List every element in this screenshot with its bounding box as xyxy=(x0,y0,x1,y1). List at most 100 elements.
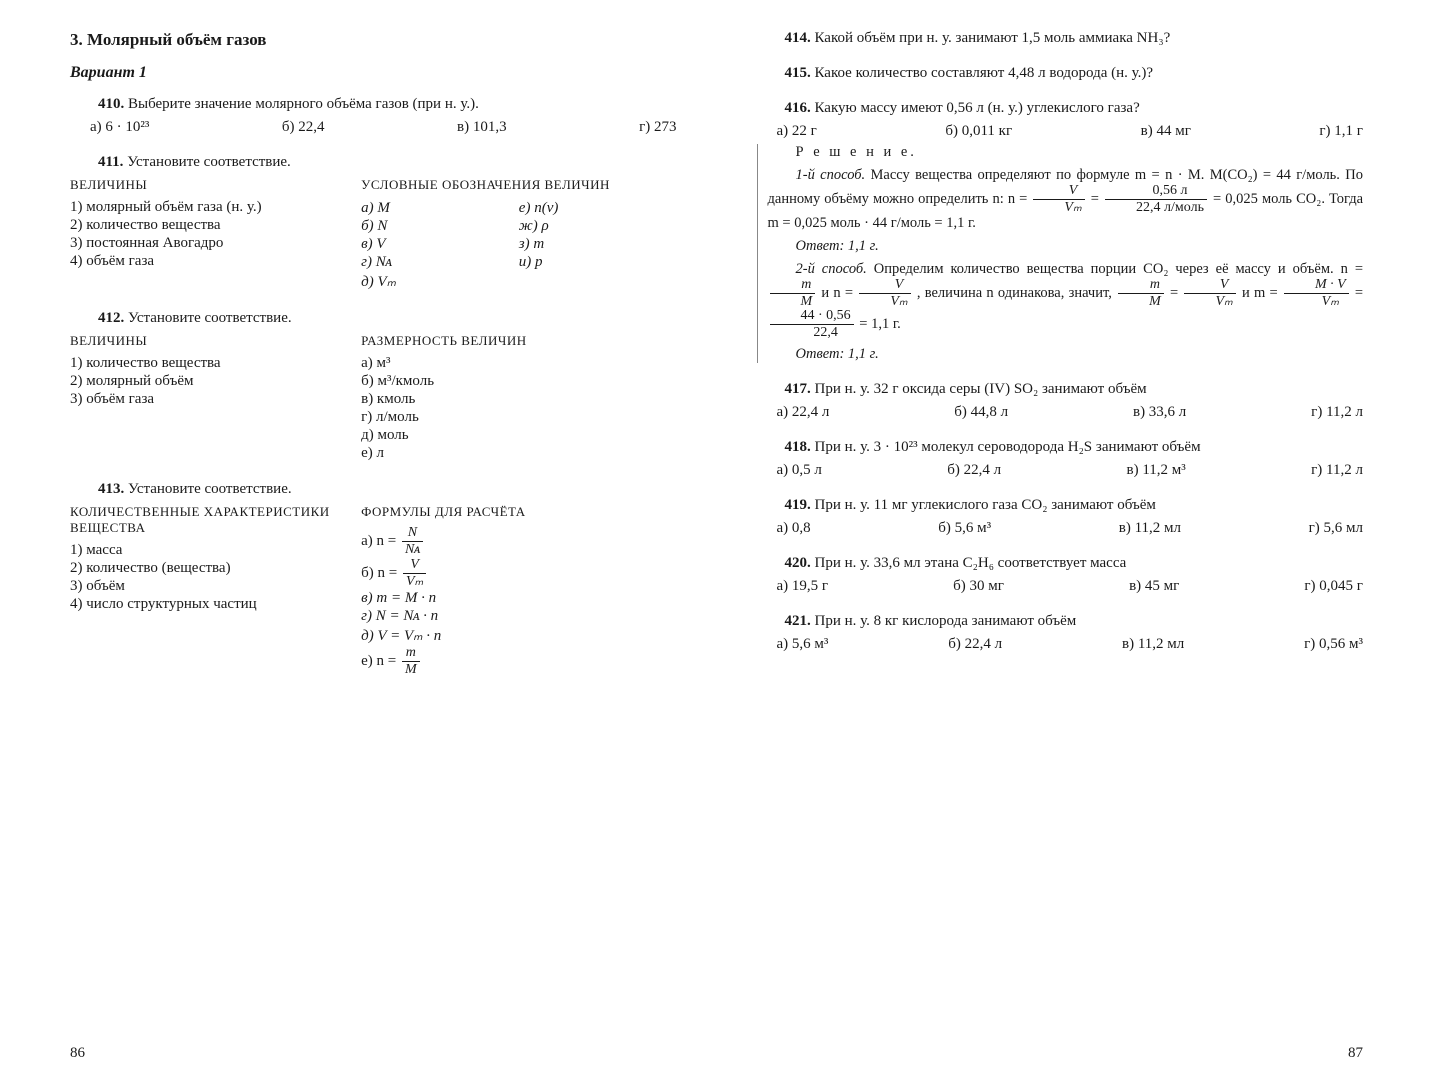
list-item: б) N xyxy=(361,218,519,235)
page-spread: 3. Молярный объём газов Вариант 1 410. В… xyxy=(0,0,1433,1080)
task-num: 419. xyxy=(785,497,811,513)
left-page: 3. Молярный объём газов Вариант 1 410. В… xyxy=(0,0,717,1080)
opt-v: в) 11,2 м³ xyxy=(1127,462,1186,479)
opt-v: в) 11,2 мл xyxy=(1119,520,1181,537)
frac-den: 22,4 л/моль xyxy=(1105,200,1207,215)
task-416-options: а) 22 г б) 0,011 кг в) 44 мг г) 1,1 г xyxy=(777,123,1364,140)
eq-sign: = xyxy=(1170,285,1178,301)
task-text: При н. у. 33,6 мл этана C₂H₆ соответству… xyxy=(815,555,1127,571)
list-item: г) Nᴀ xyxy=(361,254,519,271)
opt-a: а) 5,6 м³ xyxy=(777,636,829,653)
frac-num: V xyxy=(403,558,426,574)
opt-b: б) 22,4 л xyxy=(947,462,1001,479)
frac-num: V xyxy=(1184,278,1235,294)
list-item: е) л xyxy=(361,445,676,462)
frac-den: Vₘ xyxy=(1284,294,1349,309)
opt-g: г) 273 xyxy=(639,119,676,136)
solution-text: , величина n одинакова, значит, xyxy=(917,285,1112,301)
task-num: 414. xyxy=(785,30,811,46)
opt-a: а) 22,4 л xyxy=(777,404,830,421)
col-header: РАЗМЕРНОСТЬ ВЕЛИЧИН xyxy=(361,333,676,349)
frac-den: Vₘ xyxy=(1184,294,1235,309)
solution-text: и m = xyxy=(1242,285,1278,301)
task-412: 412. Установите соответствие. ВЕЛИЧИНЫ 1… xyxy=(70,310,677,463)
opt-b: б) 30 мг xyxy=(953,578,1004,595)
page-number: 87 xyxy=(1348,1045,1363,1062)
task-413: 413. Установите соответствие. КОЛИЧЕСТВЕ… xyxy=(70,481,677,678)
solution-block: Р е ш е н и е. 1-й способ. Массу веществ… xyxy=(757,144,1364,363)
task-text: При н. у. 8 кг кислорода занимают объём xyxy=(815,613,1077,629)
opt-a: а) 0,5 л xyxy=(777,462,822,479)
task-num: 411. xyxy=(98,154,123,170)
page-number: 86 xyxy=(70,1045,85,1062)
list-item: а) м³ xyxy=(361,355,676,372)
col-header: ВЕЛИЧИНЫ xyxy=(70,333,361,349)
opt-a: а) 19,5 г xyxy=(777,578,829,595)
solution-text: = 1,1 г. xyxy=(859,316,901,332)
frac-den: Vₘ xyxy=(403,574,426,589)
task-text: Какую массу имеют 0,56 л (н. у.) углекис… xyxy=(815,100,1140,116)
method-label: 2-й способ. xyxy=(796,261,867,277)
col-header: ВЕЛИЧИНЫ xyxy=(70,177,361,193)
list-item: е) n(ν) xyxy=(519,200,677,217)
frac-den: M xyxy=(1118,294,1164,309)
solution-title: Р е ш е н и е. xyxy=(768,144,1364,161)
list-item: д) моль xyxy=(361,427,676,444)
right-page: 414. Какой объём при н. у. занимают 1,5 … xyxy=(717,0,1433,1080)
list-item: 4) число структурных частиц xyxy=(70,596,361,613)
task-418: 418. При н. у. 3 · 10²³ молекул сероводо… xyxy=(757,439,1364,479)
opt-v: в) 45 мг xyxy=(1129,578,1179,595)
opt-b: б) 5,6 м³ xyxy=(938,520,991,537)
list-item: 2) молярный объём xyxy=(70,373,361,390)
frac-num: N xyxy=(402,526,423,542)
solution-1: 1-й способ. Массу вещества определяют по… xyxy=(768,167,1364,232)
task-416: 416. Какую массу имеют 0,56 л (н. у.) уг… xyxy=(757,100,1364,363)
formula-label: а) n = xyxy=(361,533,396,549)
task-421-options: а) 5,6 м³ б) 22,4 л в) 11,2 мл г) 0,56 м… xyxy=(777,636,1364,653)
list-item: 4) объём газа xyxy=(70,253,361,270)
opt-a: а) 22 г xyxy=(777,123,817,140)
formula-label: б) n = xyxy=(361,565,397,581)
opt-g: г) 0,045 г xyxy=(1304,578,1363,595)
opt-g: г) 11,2 л xyxy=(1311,404,1363,421)
formula-d: г) N = Nᴀ · n xyxy=(361,608,676,625)
eq-sign: = xyxy=(1091,191,1099,207)
list-item: 3) объём газа xyxy=(70,391,361,408)
frac-den: Nᴀ xyxy=(402,542,423,557)
opt-a: а) 6 · 10²³ xyxy=(90,119,149,136)
col-header: УСЛОВНЫЕ ОБОЗНАЧЕНИЯ ВЕЛИЧИН xyxy=(361,177,676,193)
list-item: д) Vₘ xyxy=(361,272,519,291)
list-item: 3) объём xyxy=(70,578,361,595)
frac-num: m xyxy=(1118,278,1164,294)
formula-b: б) n = VVₘ xyxy=(361,558,676,589)
list-item: з) m xyxy=(519,236,677,253)
task-num: 421. xyxy=(785,613,811,629)
formula-e: д) V = Vₘ · n xyxy=(361,626,676,645)
opt-b: б) 0,011 кг xyxy=(945,123,1012,140)
formula-f: е) n = mM xyxy=(361,646,676,677)
task-text: Установите соответствие. xyxy=(127,154,291,170)
task-419-options: а) 0,8 б) 5,6 м³ в) 11,2 мл г) 5,6 мл xyxy=(777,520,1364,537)
task-419: 419. При н. у. 11 мг углекислого газа CO… xyxy=(757,497,1364,537)
task-418-options: а) 0,5 л б) 22,4 л в) 11,2 м³ г) 11,2 л xyxy=(777,462,1364,479)
col-header: ФОРМУЛЫ ДЛЯ РАСЧЁТА xyxy=(361,504,676,520)
task-420: 420. При н. у. 33,6 мл этана C₂H₆ соотве… xyxy=(757,555,1364,595)
eq-sign: = xyxy=(1355,285,1363,301)
task-text: Какой объём при н. у. занимают 1,5 моль … xyxy=(815,30,1171,46)
variant-label: Вариант 1 xyxy=(70,64,677,82)
opt-g: г) 5,6 мл xyxy=(1309,520,1363,537)
solution-text: Определим количество вещества порции CO₂… xyxy=(874,261,1363,277)
task-num: 413. xyxy=(98,481,124,497)
section-title: 3. Молярный объём газов xyxy=(70,30,677,50)
list-item: б) м³/кмоль xyxy=(361,373,676,390)
frac-num: m xyxy=(770,278,816,294)
frac-den: Vₘ xyxy=(859,294,910,309)
formula-a: а) n = NNᴀ xyxy=(361,526,676,557)
opt-g: г) 1,1 г xyxy=(1319,123,1363,140)
list-item: 2) количество (вещества) xyxy=(70,560,361,577)
frac-den: M xyxy=(402,662,420,677)
task-text: Установите соответствие. xyxy=(128,310,292,326)
task-411: 411. Установите соответствие. ВЕЛИЧИНЫ 1… xyxy=(70,154,677,292)
list-item: 2) количество вещества xyxy=(70,217,361,234)
solution-2: 2-й способ. Определим количество веществ… xyxy=(768,261,1364,340)
